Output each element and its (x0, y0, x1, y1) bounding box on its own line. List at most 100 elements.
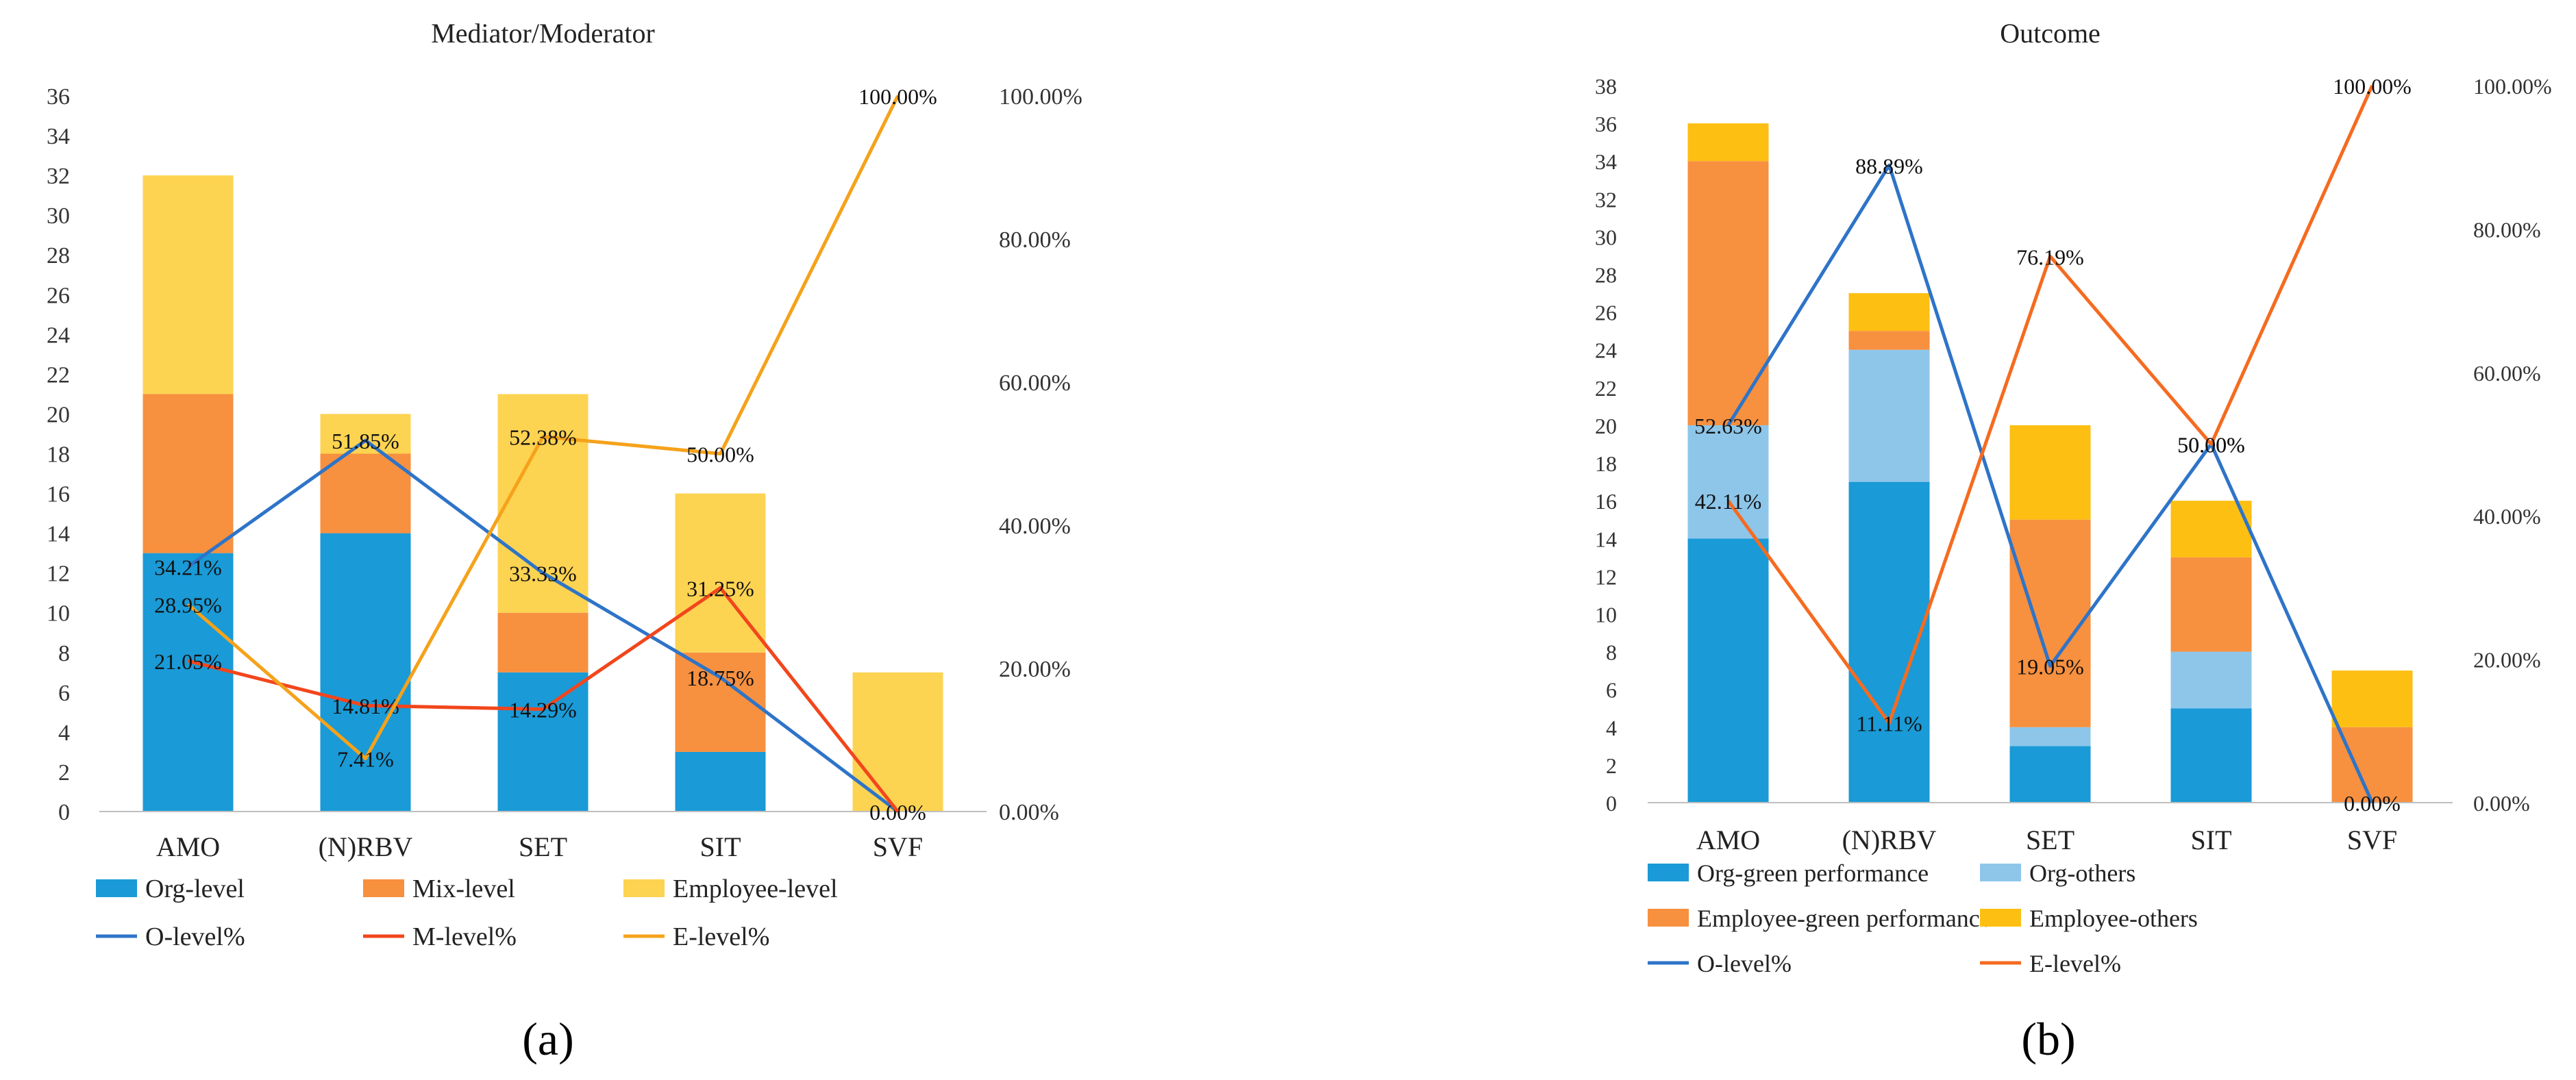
y2-tick-label: 40.00% (2473, 504, 2541, 529)
bar-mix-level (320, 453, 411, 533)
bar-employee-green-performance (2170, 557, 2252, 652)
y-tick-label: 12 (1595, 564, 1617, 589)
x-tick-label: SIT (2191, 825, 2232, 855)
y-tick-label: 8 (1606, 640, 1617, 665)
y-tick-label: 36 (1595, 112, 1617, 136)
bar-employee-level (852, 672, 943, 812)
legend-swatch (363, 879, 404, 897)
y-tick-label: 34 (1595, 149, 1617, 174)
y-tick-label: 24 (1595, 338, 1617, 363)
panel-a-caption: (a) (522, 1013, 573, 1065)
bar-employee-green-performance (1687, 161, 1769, 425)
y2-tick-label: 40.00% (999, 514, 1071, 539)
x-tick-label: SET (519, 831, 567, 862)
y-tick-label: 0 (1606, 791, 1617, 816)
x-tick-label: AMO (1696, 825, 1760, 855)
y-tick-label: 24 (47, 323, 70, 348)
legend-swatch (1648, 864, 1689, 881)
legend-label: Employee-green performance (1697, 905, 1991, 932)
line-m-level- (187, 586, 900, 813)
y-tick-label: 2 (58, 760, 70, 786)
legend-label: E-level% (2029, 950, 2121, 977)
panel-a-chart: Mediator/Moderator0246810121416182022242… (47, 18, 1082, 951)
y-tick-label: 10 (47, 601, 70, 627)
legend-label: O-level% (1697, 950, 1792, 977)
y-tick-label: 32 (47, 164, 70, 189)
data-label: 52.38% (509, 425, 577, 450)
y-tick-label: 12 (47, 562, 70, 587)
legend-label: O-level% (145, 922, 245, 951)
y-tick-label: 4 (58, 720, 70, 746)
y2-tick-label: 20.00% (999, 657, 1071, 682)
y-tick-label: 20 (47, 402, 70, 427)
bar-mix-level (497, 612, 589, 673)
y2-tick-label: 0.00% (2473, 791, 2530, 816)
legend-label: E-level% (673, 922, 769, 951)
panel-b-chart: Outcome024681012141618202224262830323436… (1595, 18, 2552, 977)
y-tick-label: 4 (1606, 716, 1617, 740)
data-label: 52.63% (1694, 414, 1762, 438)
data-label: 42.11% (1695, 489, 1761, 514)
panel-b-caption: (b) (2021, 1013, 2075, 1065)
y-tick-label: 22 (47, 362, 70, 388)
y-tick-label: 22 (1595, 376, 1617, 401)
y-tick-label: 2 (1606, 753, 1617, 778)
y2-tick-label: 80.00% (2473, 217, 2541, 242)
y2-tick-label: 100.00% (999, 84, 1082, 110)
legend-swatch (623, 879, 665, 897)
data-label: 19.05% (2016, 655, 2084, 679)
line-o-level- (187, 438, 900, 813)
line-o-level- (1726, 163, 2374, 804)
data-label: 0.00% (2344, 791, 2401, 816)
bar-org-others (1848, 349, 1930, 482)
legend-label: Org-green performance (1697, 859, 1929, 887)
y-tick-label: 28 (47, 243, 70, 268)
x-tick-label: SIT (700, 831, 741, 862)
y-tick-label: 10 (1595, 602, 1617, 627)
bar-org-green-performance (1687, 538, 1769, 803)
data-label: 14.29% (509, 698, 577, 723)
legend-label: Org-others (2029, 859, 2135, 887)
data-label: 31.25% (686, 576, 754, 601)
line-e-level- (1726, 84, 2374, 725)
bar-org-others (2009, 727, 2091, 746)
y-tick-label: 16 (47, 482, 70, 507)
y-tick-label: 6 (58, 681, 70, 706)
bar-mix-level (143, 394, 234, 553)
data-label: 88.89% (1855, 153, 1923, 178)
x-tick-label: SVF (873, 831, 923, 862)
y-tick-label: 14 (47, 522, 70, 547)
y-tick-label: 26 (47, 283, 70, 308)
data-label: 7.41% (337, 747, 394, 772)
x-tick-label: AMO (156, 831, 220, 862)
y-tick-label: 28 (1595, 263, 1617, 288)
bar-employee-green-performance (2009, 519, 2091, 727)
y-tick-label: 30 (1595, 225, 1617, 249)
y-tick-label: 8 (58, 641, 70, 666)
legend-label: Employee-others (2029, 905, 2198, 932)
bar-org-others (2170, 651, 2252, 709)
y2-tick-label: 60.00% (999, 371, 1071, 396)
y-tick-label: 38 (1595, 74, 1617, 99)
legend-swatch (1980, 864, 2021, 881)
y-tick-label: 34 (47, 124, 70, 149)
y-tick-label: 36 (47, 84, 70, 110)
y2-tick-label: 100.00% (2473, 74, 2552, 99)
legend-swatch (1980, 909, 2021, 927)
bar-org-level (320, 533, 411, 812)
bar-org-level (675, 751, 766, 812)
legend-swatch (1648, 909, 1689, 927)
line-e-level- (186, 95, 900, 761)
y-tick-label: 16 (1595, 489, 1617, 514)
data-label: 76.19% (2016, 244, 2084, 269)
chart-title: Outcome (2000, 18, 2101, 49)
x-tick-label: (N)RBV (1842, 825, 1937, 855)
y-tick-label: 18 (47, 442, 70, 468)
data-label: 51.85% (332, 429, 399, 453)
y-tick-label: 26 (1595, 301, 1617, 325)
chart-title: Mediator/Moderator (431, 18, 655, 49)
data-label: 100.00% (858, 84, 937, 109)
data-label: 33.33% (509, 562, 577, 586)
bar-org-level (497, 672, 589, 812)
